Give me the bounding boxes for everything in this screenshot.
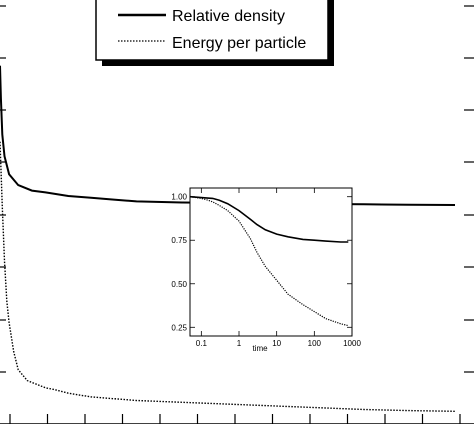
main-series-energy-per-particle-line (0, 141, 456, 412)
legend-label-energy-per-particle: Energy per particle (172, 35, 306, 52)
inset-x-tick-label: 10 (272, 339, 281, 348)
inset-plot-frame (189, 187, 353, 337)
inset-series-dotted-line (189, 196, 349, 327)
inset-y-ticks: 0.25 0.50 0.75 1.00 (171, 193, 352, 332)
main-x-ticks (9, 414, 461, 424)
legend: Relative density Energy per particle (95, 0, 334, 66)
inset-y-tick-label: 0.50 (171, 280, 187, 289)
main-y-ticks (0, 5, 474, 373)
inset-y-tick-label: 1.00 (171, 193, 187, 202)
inset-x-axis-label: time (252, 344, 268, 353)
inset-x-tick-label: 0.1 (196, 339, 208, 348)
legend-box (95, 0, 329, 61)
inset-series-group (189, 195, 349, 327)
inset-y-tick-label: 0.75 (171, 236, 187, 245)
inset-x-tick-label: 1 (237, 339, 242, 348)
legend-label-relative-density: Relative density (172, 8, 285, 25)
inset-x-tick-label: 1000 (343, 339, 361, 348)
inset-x-ticks: 0.1 1 10 100 1000 (196, 188, 361, 348)
main-series-relative-density-line (0, 65, 456, 206)
inset-plot: 0.1 1 10 100 1000 0.25 0.50 0.75 1.00 time (171, 187, 361, 353)
inset-series-solid-line (189, 195, 349, 243)
inset-y-tick-label: 0.25 (171, 323, 187, 332)
inset-x-tick-label: 100 (308, 339, 322, 348)
